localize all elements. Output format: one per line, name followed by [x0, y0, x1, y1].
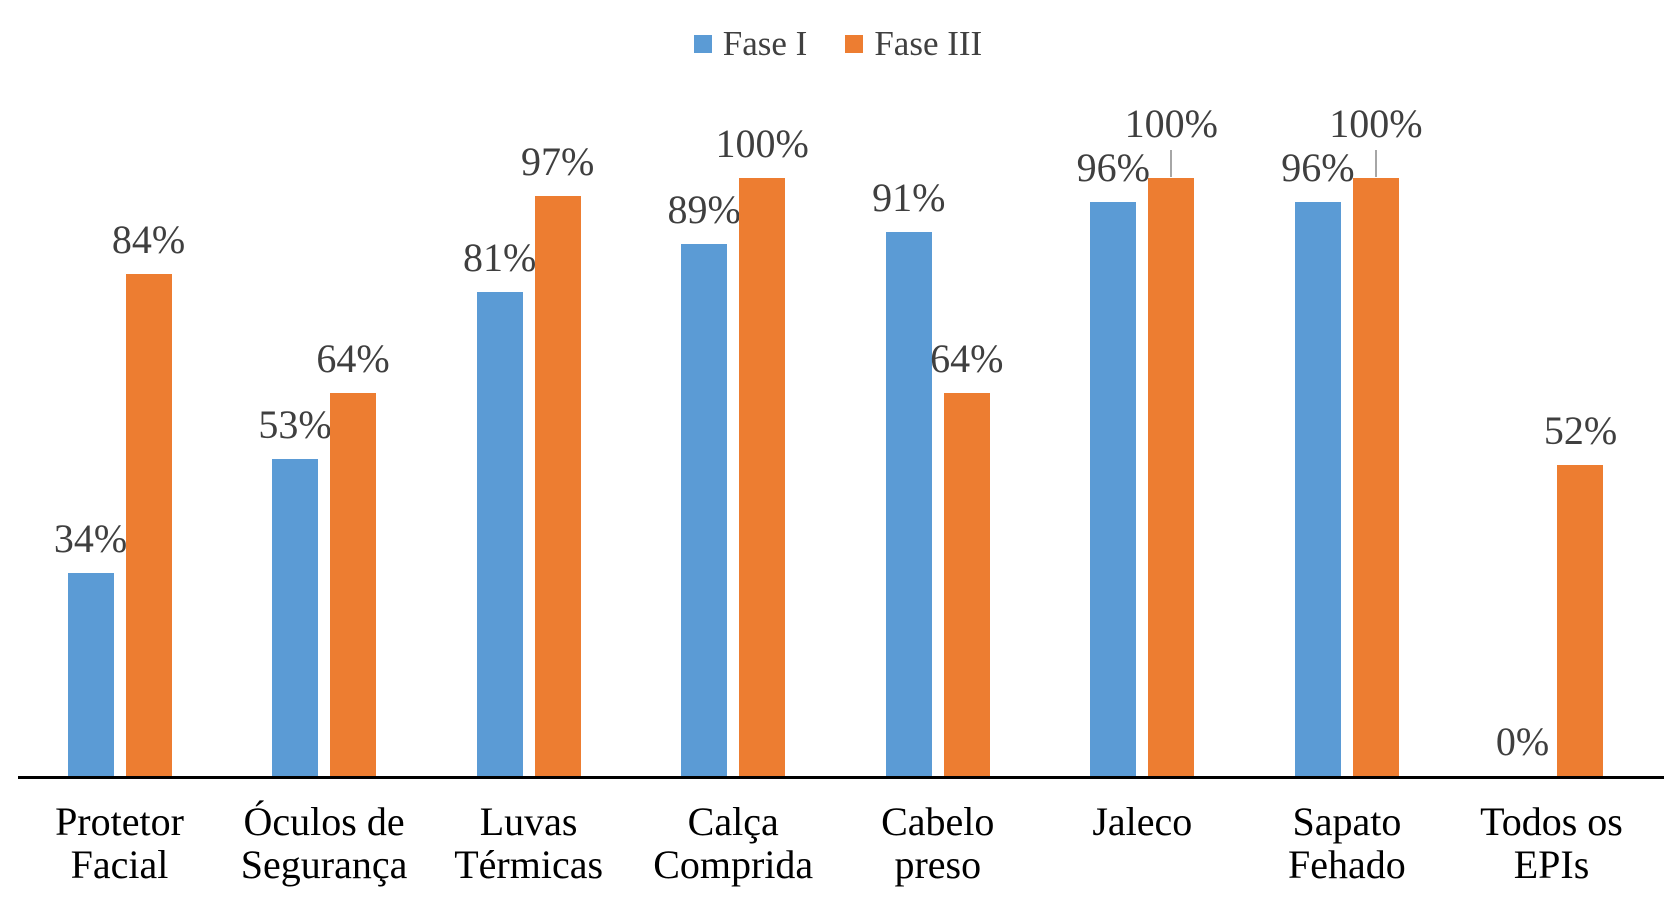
- category-label-line: Protetor: [55, 799, 184, 844]
- bar-fase-iii-todos-os-epis: [1557, 465, 1604, 776]
- legend-label-fase-iii: Fase III: [874, 24, 983, 63]
- category-label-cabelo-preso: Cabelo preso: [836, 800, 1040, 886]
- category-label-line: Sapato: [1292, 799, 1402, 844]
- data-label-fase-i-cabelo-preso: 91%: [872, 174, 946, 220]
- leader-line-sapato-fehado: [1374, 150, 1377, 177]
- legend: Fase I Fase III: [0, 26, 1676, 61]
- category-label-jaleco: Jaleco: [1040, 800, 1244, 843]
- category-label-oculos-de-seguranca: Óculos de Segurança: [222, 800, 426, 886]
- data-label-fase-i-luvas-termicas: 81%: [462, 234, 537, 280]
- category-label-protetor-facial: Protetor Facial: [18, 800, 222, 886]
- bar-fase-i-luvas-termicas: [476, 291, 523, 776]
- category-label-line: Calça: [687, 799, 779, 844]
- data-label-fase-i-oculos-de-seguranca: 53%: [258, 402, 332, 448]
- bar-fase-i-calca-comprida: [681, 243, 728, 776]
- category-label-line: Comprida: [653, 842, 814, 887]
- category-label-luvas-termicas: Luvas Térmicas: [427, 800, 631, 886]
- fase-i-swatch-icon: [693, 34, 712, 53]
- x-axis-line: [18, 776, 1664, 779]
- bar-fase-iii-cabelo-preso: [943, 393, 990, 776]
- bar-fase-iii-jaleco: [1148, 178, 1195, 776]
- category-label-line: Fehado: [1288, 842, 1406, 887]
- data-label-fase-iii-oculos-de-seguranca: 64%: [316, 336, 390, 382]
- data-label-fase-iii-jaleco: 100%: [1124, 101, 1218, 146]
- category-label-todos-os-epis: Todos os EPIs: [1449, 800, 1653, 886]
- legend-item-fase-i: Fase I: [693, 24, 808, 63]
- data-label-fase-iii-luvas-termicas: 97%: [520, 138, 595, 184]
- data-label-fase-i-todos-os-epis: 0%: [1495, 719, 1550, 764]
- category-label-line: EPIs: [1513, 842, 1590, 887]
- fase-iii-swatch-icon: [845, 34, 864, 53]
- bar-fase-iii-luvas-termicas: [534, 195, 581, 776]
- bar-fase-i-sapato-fehado: [1294, 201, 1341, 776]
- category-label-line: Luvas: [479, 799, 578, 844]
- data-label-fase-iii-calca-comprida: 100%: [715, 121, 809, 166]
- bar-fase-i-jaleco: [1090, 201, 1137, 776]
- bar-fase-iii-protetor-facial: [125, 273, 172, 776]
- bar-fase-i-cabelo-preso: [885, 231, 932, 776]
- data-label-fase-i-protetor-facial: 34%: [53, 515, 128, 561]
- data-label-fase-i-calca-comprida: 89%: [667, 186, 741, 232]
- bar-fase-iii-oculos-de-seguranca: [330, 393, 377, 776]
- category-label-line: Cabelo preso: [881, 799, 995, 887]
- bar-fase-iii-calca-comprida: [739, 178, 786, 776]
- data-label-fase-iii-cabelo-preso: 64%: [930, 336, 1004, 382]
- data-label-fase-i-sapato-fehado: 96%: [1281, 144, 1355, 190]
- category-label-line: Segurança: [240, 842, 408, 887]
- bar-fase-i-protetor-facial: [67, 572, 114, 776]
- data-label-fase-iii-sapato-fehado: 100%: [1329, 101, 1423, 146]
- legend-item-fase-iii: Fase III: [845, 26, 982, 61]
- leader-line-jaleco: [1170, 150, 1173, 177]
- category-label-line: Térmicas: [454, 842, 604, 887]
- category-label-line: Jaleco: [1092, 799, 1193, 844]
- bar-fase-iii-sapato-fehado: [1352, 178, 1399, 776]
- data-label-fase-iii-todos-os-epis: 52%: [1543, 408, 1618, 454]
- category-label-calca-comprida: Calça Comprida: [631, 800, 835, 886]
- bar-fase-i-oculos-de-seguranca: [272, 459, 319, 776]
- category-label-sapato-fehado: Sapato Fehado: [1245, 800, 1449, 886]
- category-label-line: Óculos de: [243, 799, 405, 844]
- category-label-line: Facial: [70, 842, 169, 887]
- data-label-fase-i-jaleco: 96%: [1076, 144, 1150, 190]
- legend-label-fase-i: Fase I: [722, 24, 808, 63]
- data-label-fase-iii-protetor-facial: 84%: [111, 216, 186, 262]
- category-label-line: Todos os: [1480, 799, 1623, 844]
